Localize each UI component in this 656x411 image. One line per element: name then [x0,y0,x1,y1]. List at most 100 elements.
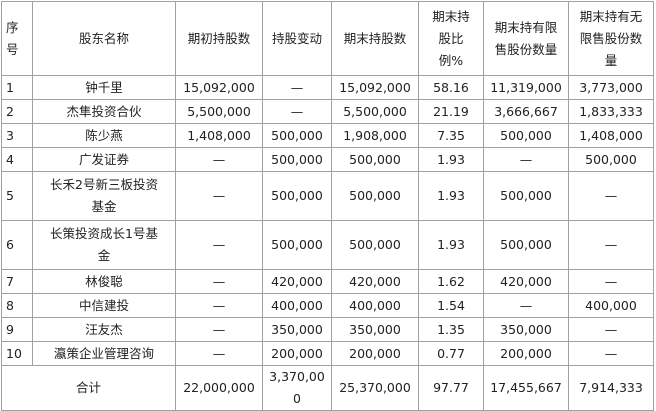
table-cell: 500,000 [262,171,332,221]
table-cell: 广发证券 [32,147,176,172]
table-row: 2 杰隼投资合伙 5,500,000—5,500,000 21.19 3,666,667… [1,99,654,124]
table-cell: 21.19 [418,99,484,124]
table-cell: — [175,220,263,270]
table-cell: — [568,317,654,342]
table-cell: 350,000 [262,317,332,342]
table-cell: — [568,341,654,366]
header-cell: 期末持有无限售股份数量 [568,1,654,76]
table-cell: 1.93 [418,220,484,270]
table-cell: 11,319,000 [483,75,569,100]
table-cell: 500,000 [568,147,654,172]
table-cell: 500,000 [262,220,332,270]
table-cell: 350,000 [483,317,569,342]
total-cell: 17,455,667 [483,365,569,411]
total-cell: 7,914,333 [568,365,654,411]
table-cell: 420,000 [331,269,419,294]
table-cell: 500,000 [483,123,569,148]
table-cell: 1 [1,75,33,100]
total-cell: 22,000,000 [175,365,263,411]
table-cell: 1.54 [418,293,484,318]
table-cell: 400,000 [568,293,654,318]
table-cell: 杰隼投资合伙 [32,99,176,124]
table-cell: — [175,293,263,318]
table-row: 8 中信建投 —400,000 400,000 1.54—400,000 [1,293,654,318]
table-cell: 15,092,000 [331,75,419,100]
total-cell: 合计 [1,365,176,411]
table-cell: 1.35 [418,317,484,342]
table-cell: 8 [1,293,33,318]
table-cell: 15,092,000 [175,75,263,100]
table-cell: 2 [1,99,33,124]
table-cell: 瀛策企业管理咨询 [32,341,176,366]
table-cell: 1,833,333 [568,99,654,124]
table-row: 1 钟千里 15,092,000—15,092,000 58.16 11,319,000… [1,75,654,100]
table-cell: 1,908,000 [331,123,419,148]
table-cell: 4 [1,147,33,172]
table-cell: 500,000 [331,220,419,270]
table-cell: 1.93 [418,171,484,221]
table-cell: 400,000 [262,293,332,318]
table-row: 10 瀛策企业管理咨询 —200,000 200,000 0.77 200,000— [1,341,654,366]
table-cell: — [483,147,569,172]
table-cell: 420,000 [483,269,569,294]
table-cell: 3,773,000 [568,75,654,100]
table-cell: 3,666,667 [483,99,569,124]
table-cell: 5,500,000 [175,99,263,124]
header-cell: 序号 [1,1,33,76]
header-cell: 期末持股比例% [418,1,484,76]
table-cell: 500,000 [262,123,332,148]
table-cell: 陈少燕 [32,123,176,148]
table-cell: 1,408,000 [568,123,654,148]
table-cell: — [175,269,263,294]
table-cell: 500,000 [262,147,332,172]
table-cell: 7.35 [418,123,484,148]
table-cell: 1.93 [418,147,484,172]
total-cell: 3,370,000 [262,365,332,411]
total-cell: 25,370,000 [331,365,419,411]
table-cell: — [175,341,263,366]
table-cell: 400,000 [331,293,419,318]
table-cell: — [175,147,263,172]
total-row: 合计 22,000,000 3,370,000 25,370,000 97.77 17,4… [1,365,654,411]
table-cell: 5 [1,171,33,221]
table-cell: 350,000 [331,317,419,342]
header-cell: 持股变动 [262,1,332,76]
table-row: 9 汪友杰 —350,000 350,000 1.35 350,000— [1,317,654,342]
table-cell: 10 [1,341,33,366]
table-cell: 500,000 [483,220,569,270]
table-cell: 汪友杰 [32,317,176,342]
table-cell: — [483,293,569,318]
header-cell: 期末持股数 [331,1,419,76]
header-row: 序号 股东名称 期初持股数 持股变动 期末持股数 期末持股比例% 期末持有限售股份数量 期末持… [1,1,654,76]
table-cell: 200,000 [483,341,569,366]
table-cell: — [262,99,332,124]
table-cell: 林俊聪 [32,269,176,294]
table-cell: 3 [1,123,33,148]
table-row: 6 长策投资成长1号基金 —500,000 500,000 1.93 500,000— [1,220,654,270]
table-cell: — [175,317,263,342]
table-cell: 5,500,000 [331,99,419,124]
table-cell: 58.16 [418,75,484,100]
table-cell: 中信建投 [32,293,176,318]
table-cell: — [262,75,332,100]
table-cell: 500,000 [331,171,419,221]
header-cell: 期初持股数 [175,1,263,76]
table-cell: 长禾2号新三板投资基金 [32,171,176,221]
table-cell: — [568,171,654,221]
table-cell: 6 [1,220,33,270]
table-cell: 1,408,000 [175,123,263,148]
table-cell: — [568,269,654,294]
table-cell: 200,000 [262,341,332,366]
table-cell: 长策投资成长1号基金 [32,220,176,270]
table-cell: 420,000 [262,269,332,294]
table-cell: 200,000 [331,341,419,366]
table-cell: 500,000 [331,147,419,172]
table-cell: 1.62 [418,269,484,294]
table-row: 3 陈少燕 1,408,000 500,000 1,908,000 7.35 500,000… [1,123,654,148]
header-cell: 股东名称 [32,1,176,76]
table-cell: — [175,171,263,221]
table-row: 7 林俊聪 —420,000 420,000 1.62 420,000— [1,269,654,294]
table-cell: — [568,220,654,270]
